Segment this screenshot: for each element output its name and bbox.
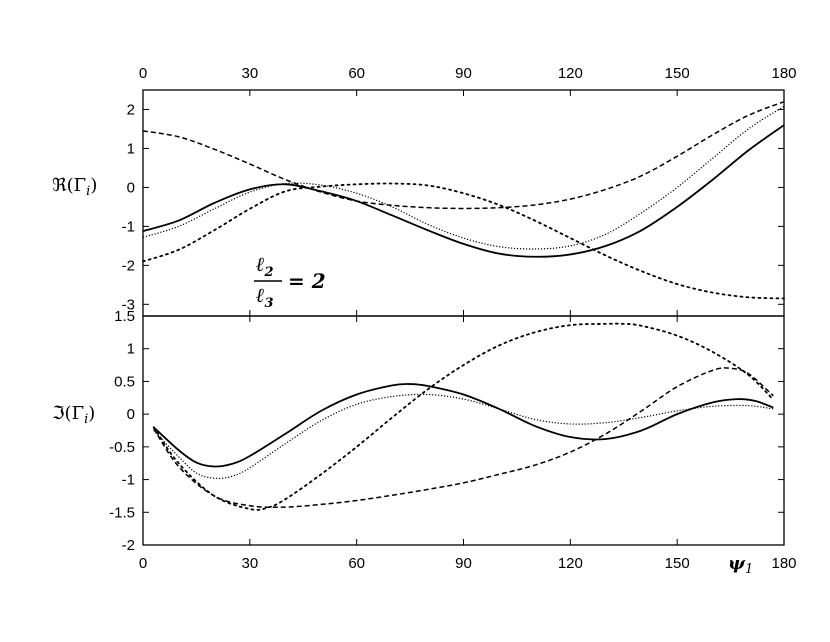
- bottom-x-tick-label: 0: [139, 555, 147, 572]
- top-series-line-dotted: [142, 182, 785, 300]
- top-series-line-dashed: [142, 100, 785, 210]
- annotation-denominator: ℓ: [256, 283, 265, 307]
- bottom-y-tick-label: 0.5: [114, 373, 135, 390]
- annotation-denominator-sub: 3: [265, 296, 274, 311]
- top-y-axis-label: ℜ(Γi): [52, 175, 97, 199]
- top-series-line-dotted-fine: [142, 105, 785, 250]
- bottom-series-line-dotted: [152, 322, 775, 511]
- bottom-series-line-solid: [153, 383, 774, 468]
- top-x-tick-label: 120: [558, 65, 583, 82]
- top-panel: 0 30 60 90 120 150 180 210-1-2-3 ℜ(Γi) ℓ2 ℓ3 =…: [52, 65, 797, 317]
- bottom-y-axis: 1.5 1 0.5 0 -0.5 -1 -1.5 -2: [109, 308, 784, 554]
- bottom-x-axis: 0 30 60 90 120 150 180: [139, 316, 797, 572]
- bottom-panel-frame: [142, 315, 785, 546]
- bottom-y-tick-label: -1.5: [109, 504, 135, 521]
- top-x-tick-label: 150: [665, 65, 690, 82]
- top-y-tick-label: 2: [127, 101, 135, 118]
- top-panel-frame: [142, 89, 785, 317]
- bottom-y-tick-label: 1.5: [114, 308, 135, 325]
- svg-text:ℓ2: ℓ2: [256, 252, 274, 280]
- top-y-tick-label: -1: [122, 218, 135, 235]
- bottom-x-tick-label: 60: [348, 555, 365, 572]
- top-y-axis: 2 1 0 -1 -2 -3: [122, 101, 784, 313]
- top-series-line-solid: [142, 124, 785, 258]
- annotation-numerator-sub: 2: [264, 265, 274, 280]
- top-x-axis: 0 30 60 90 120 150 180: [139, 65, 797, 316]
- bottom-series-line-dashed: [153, 367, 774, 508]
- bottom-x-tick-label: 120: [558, 555, 583, 572]
- ratio-annotation: ℓ2 ℓ3 = 2: [254, 252, 326, 311]
- bottom-x-axis-label: ψ1: [728, 553, 753, 577]
- top-series-group: [142, 100, 785, 300]
- bottom-y-tick-label: -1: [122, 472, 135, 489]
- top-y-tick-label: 0: [127, 179, 135, 196]
- bottom-x-tick-label: 30: [241, 555, 258, 572]
- top-x-tick-label: 180: [771, 65, 796, 82]
- bottom-panel: 0 30 60 90 120 150 180 1.5 1 0.5 0 -0.5 -1 -1.5 -2 ℑ(…: [52, 308, 797, 577]
- annotation-numerator: ℓ: [256, 252, 265, 276]
- bottom-x-tick-label: 150: [665, 555, 690, 572]
- top-x-tick-label: 90: [455, 65, 472, 82]
- bottom-y-tick-label: -2: [122, 537, 135, 554]
- bottom-y-tick-label: 0: [127, 406, 135, 423]
- top-y-tick-label: -2: [122, 257, 135, 274]
- top-y-tick-label: 1: [127, 140, 135, 157]
- bottom-x-tick-label: 180: [771, 555, 796, 572]
- bottom-y-tick-label: -0.5: [109, 439, 135, 456]
- bottom-y-tick-label: 1: [127, 341, 135, 358]
- bottom-x-tick-label: 90: [455, 555, 472, 572]
- bottom-y-axis-label: ℑ(Γi): [52, 403, 95, 427]
- svg-text:ℓ3: ℓ3: [256, 283, 274, 311]
- annotation-rhs: = 2: [288, 269, 326, 293]
- top-x-tick-label: 0: [139, 65, 147, 82]
- top-x-tick-label: 30: [241, 65, 258, 82]
- bottom-series-line-dotted-fine: [153, 393, 774, 480]
- bottom-series-group: [152, 322, 775, 511]
- top-y-tick-label: -3: [122, 296, 135, 313]
- top-x-tick-label: 60: [348, 65, 365, 82]
